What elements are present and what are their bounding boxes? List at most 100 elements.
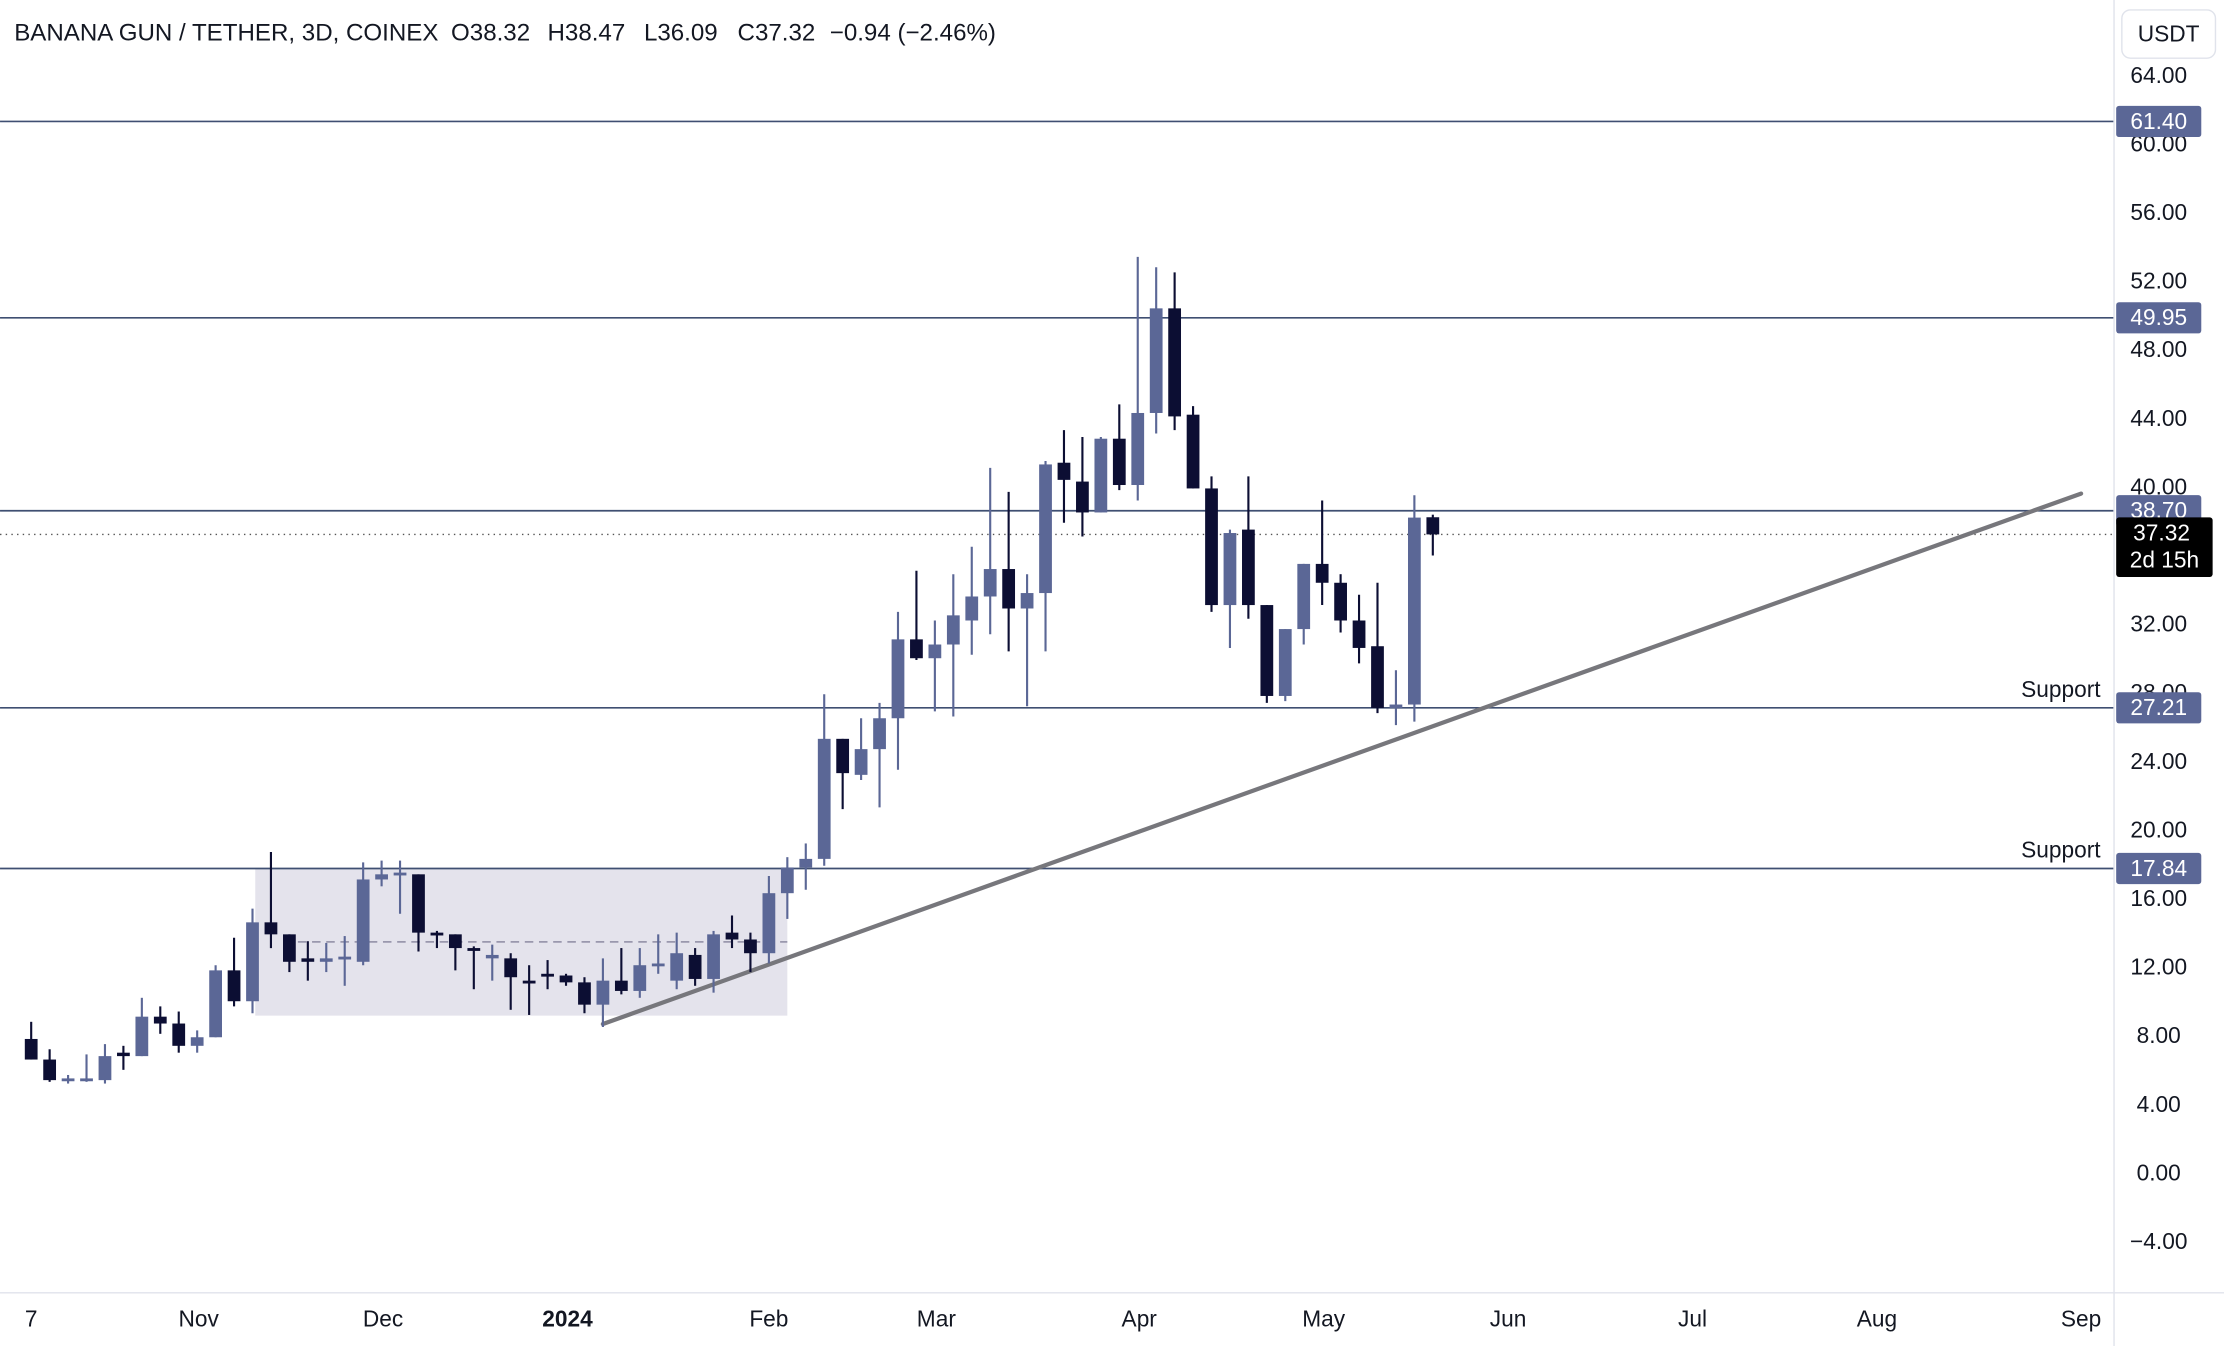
candle-body bbox=[24, 1038, 38, 1060]
x-tick-label: 7 bbox=[25, 1305, 38, 1331]
candle-body bbox=[762, 893, 776, 954]
axis-labels: 64.0060.0056.0052.0048.0044.0040.0032.00… bbox=[25, 62, 2213, 1331]
level-note: Support bbox=[2021, 836, 2101, 862]
y-tick-label: 24.00 bbox=[2130, 748, 2187, 774]
candle-body bbox=[264, 922, 278, 935]
bar-countdown: 2d 15h bbox=[2130, 546, 2199, 572]
candle-body bbox=[928, 644, 942, 659]
x-tick-label: Jun bbox=[1490, 1305, 1527, 1331]
candle-body bbox=[670, 953, 684, 981]
candle-body bbox=[283, 934, 296, 962]
candle-body bbox=[873, 718, 886, 750]
last-price-box bbox=[2116, 517, 2213, 577]
candle-body bbox=[1260, 605, 1274, 696]
candle-body bbox=[1278, 629, 1292, 696]
candle-body bbox=[1407, 517, 1421, 705]
candle-body bbox=[522, 980, 536, 984]
candle-body bbox=[504, 958, 518, 978]
candle-body bbox=[301, 958, 315, 962]
candle-body bbox=[799, 858, 813, 868]
currency-button-label[interactable]: USDT bbox=[2138, 20, 2200, 46]
level-label: 61.40 bbox=[2130, 108, 2187, 134]
candle-body bbox=[430, 932, 444, 936]
level-label-box bbox=[2116, 302, 2202, 334]
candle-body bbox=[485, 954, 499, 959]
candle-body bbox=[1186, 414, 1200, 489]
candle-body bbox=[651, 963, 665, 967]
ohlc-low: L36.09 bbox=[644, 19, 718, 46]
y-tick-label: −4.00 bbox=[2130, 1228, 2187, 1254]
candle-body bbox=[725, 932, 739, 940]
candle-body bbox=[393, 872, 407, 876]
candle-body bbox=[854, 749, 868, 775]
y-tick-label: 0.00 bbox=[2137, 1159, 2181, 1185]
y-tick-label: 4.00 bbox=[2137, 1091, 2181, 1117]
x-tick-label: Jul bbox=[1678, 1305, 1707, 1331]
candle-body bbox=[1112, 438, 1126, 486]
last-price-label: 37.32 bbox=[2133, 519, 2190, 545]
candle-body bbox=[910, 639, 923, 659]
candle-body bbox=[43, 1059, 57, 1081]
candle-body bbox=[246, 922, 259, 1002]
candle-body bbox=[1076, 481, 1089, 513]
x-tick-label: Mar bbox=[917, 1305, 957, 1331]
y-tick-label: 52.00 bbox=[2130, 268, 2187, 294]
candle-body bbox=[1297, 563, 1311, 630]
y-tick-label: 44.00 bbox=[2130, 405, 2187, 431]
candle-body bbox=[338, 956, 352, 960]
candle-body bbox=[707, 934, 720, 979]
ohlc-high: H38.47 bbox=[548, 19, 626, 46]
candle-body bbox=[190, 1037, 204, 1046]
plot-area: Support Support bbox=[0, 120, 2114, 1084]
candle-body bbox=[1315, 563, 1329, 583]
candle-body bbox=[1131, 412, 1145, 486]
candle-body bbox=[817, 738, 831, 859]
candle-body bbox=[80, 1078, 93, 1082]
candle-body bbox=[1223, 533, 1237, 606]
candle-body bbox=[946, 615, 960, 645]
candle-body bbox=[61, 1078, 75, 1082]
candle-body bbox=[688, 954, 702, 979]
candle-body bbox=[98, 1056, 112, 1081]
candle-body bbox=[117, 1052, 130, 1057]
candle-body bbox=[227, 970, 241, 1002]
price-change: −0.94 (−2.46%) bbox=[830, 19, 996, 46]
candle-body bbox=[1094, 438, 1108, 513]
ohlc-close: C37.32 bbox=[738, 19, 816, 46]
candle-body bbox=[633, 965, 647, 991]
candle-body bbox=[1149, 308, 1163, 413]
x-tick-label: Dec bbox=[363, 1305, 403, 1331]
candle-body bbox=[1057, 462, 1071, 480]
candle-body bbox=[780, 867, 794, 894]
y-tick-label: 16.00 bbox=[2130, 885, 2187, 911]
candle-body bbox=[1389, 704, 1403, 708]
currency-button-box[interactable] bbox=[2121, 9, 2217, 59]
level-note: Support bbox=[2021, 676, 2101, 702]
candle-body bbox=[356, 879, 370, 962]
y-tick-label: 56.00 bbox=[2130, 199, 2187, 225]
candle-body bbox=[467, 948, 481, 951]
y-tick-label: 48.00 bbox=[2130, 336, 2187, 362]
ohlc-open: O38.32 bbox=[451, 19, 530, 46]
candle-body bbox=[1020, 593, 1034, 609]
x-tick-label: Feb bbox=[749, 1305, 788, 1331]
level-label-box bbox=[2116, 852, 2202, 885]
trendline bbox=[600, 491, 2084, 1027]
level-label: 17.84 bbox=[2130, 855, 2187, 881]
candle-body bbox=[1242, 529, 1255, 606]
candle-body bbox=[209, 970, 222, 1038]
candle-body bbox=[1168, 308, 1182, 417]
y-tick-label: 20.00 bbox=[2130, 816, 2187, 842]
candle-body bbox=[1334, 582, 1347, 621]
candle-body bbox=[891, 639, 905, 719]
candle-body bbox=[614, 980, 628, 991]
candle-body bbox=[1352, 620, 1366, 648]
level-label-box bbox=[2116, 692, 2202, 724]
candle-body bbox=[135, 1016, 149, 1057]
candle-body bbox=[1039, 464, 1052, 594]
x-tick-label: Apr bbox=[1122, 1305, 1158, 1331]
candle-body bbox=[559, 975, 573, 983]
currency-button[interactable]: USDT bbox=[2121, 9, 2217, 59]
